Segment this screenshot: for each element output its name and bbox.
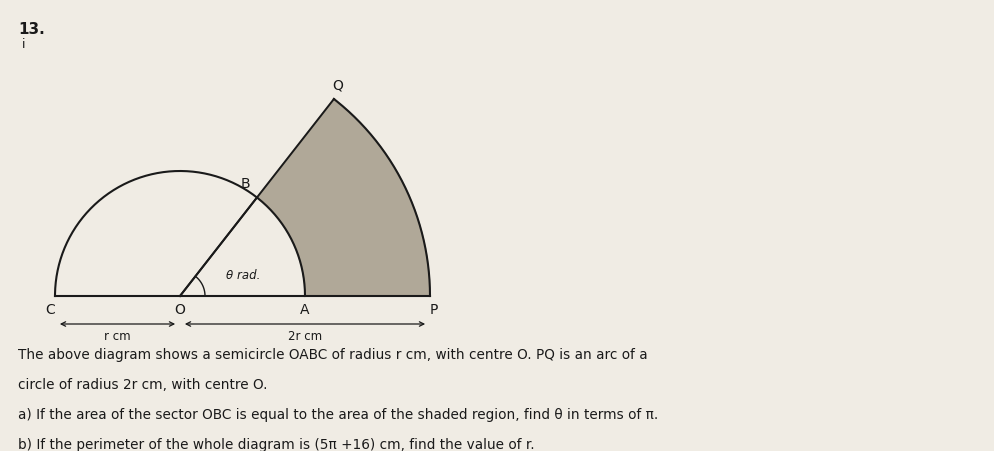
- Text: Q: Q: [332, 79, 343, 93]
- Text: O: O: [174, 303, 185, 317]
- Text: θ rad.: θ rad.: [226, 269, 259, 282]
- Text: 13.: 13.: [18, 22, 45, 37]
- Text: b) If the perimeter of the whole diagram is (5π +16) cm, find the value of r.: b) If the perimeter of the whole diagram…: [18, 438, 534, 451]
- Text: C: C: [45, 303, 55, 317]
- Text: i: i: [22, 38, 26, 51]
- Text: P: P: [429, 303, 437, 317]
- Polygon shape: [180, 99, 429, 296]
- Text: a) If the area of the sector OBC is equal to the area of the shaded region, find: a) If the area of the sector OBC is equa…: [18, 408, 658, 422]
- Text: A: A: [300, 303, 309, 317]
- Text: circle of radius 2r cm, with centre O.: circle of radius 2r cm, with centre O.: [18, 378, 267, 392]
- Text: The above diagram shows a semicircle OABC of radius r cm, with centre O. PQ is a: The above diagram shows a semicircle OAB…: [18, 348, 647, 362]
- Text: 2r cm: 2r cm: [287, 330, 322, 343]
- Text: r cm: r cm: [104, 330, 130, 343]
- Text: B: B: [241, 178, 249, 192]
